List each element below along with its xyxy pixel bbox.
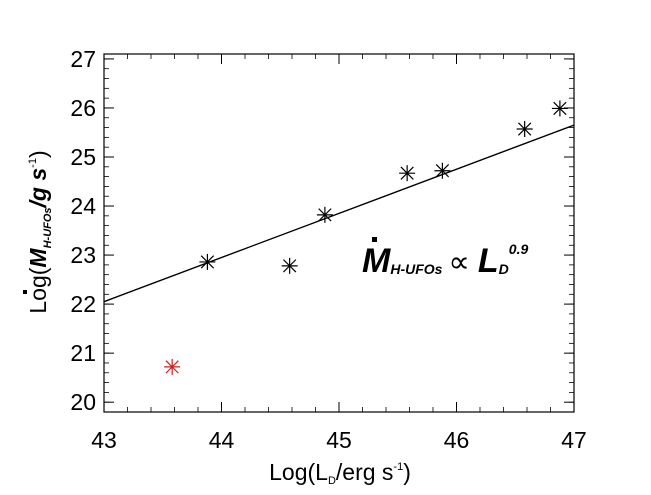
data-point [399,165,416,182]
data-point [316,206,333,223]
annotation-exponent: 0.9 [509,241,529,257]
data-point-stroke [282,259,297,273]
x-label-subscript: D [328,475,336,487]
data-point [164,358,181,375]
annotation-L-subscript: D [499,261,509,277]
major-ticks [103,54,575,412]
y-label-superscript: -1 [27,158,39,168]
x-tick-labels: 43 44 45 46 47 [91,427,587,453]
annotation-mdot-dot [372,237,377,242]
data-points [164,100,568,375]
fit-line [103,124,575,303]
y-tick-label: 20 [70,389,96,415]
data-point-stroke [318,208,332,222]
y-tick-label: 23 [70,242,96,268]
data-point-stroke [400,166,414,180]
data-point-stroke [517,122,532,136]
x-axis-label: Log(LD/erg s-1) [269,459,411,487]
y-tick-label: 21 [70,340,96,366]
y-label-middle: /g s [25,168,51,209]
y-label-subscript: H-UFOs [42,207,54,248]
plot-frame [103,53,575,413]
y-label-prefix: Log( [25,267,51,313]
data-point [434,162,451,179]
minor-ticks [103,54,575,413]
data-point-stroke [435,164,450,178]
y-tick-label: 26 [70,95,96,121]
y-axis-label: Log(MH-UFOs/g s-1) [25,150,54,313]
data-point [281,257,298,274]
x-tick-label: 45 [326,427,352,453]
annotation-text: MH-UFOs ∝ LD0.9 [362,241,528,280]
x-label-suffix: ) [403,459,411,485]
annotation-subscript: H-UFOs [390,261,442,277]
x-tick-label: 43 [91,427,117,453]
data-point-stroke [200,255,215,269]
data-point [516,121,533,138]
x-label-superscript: -1 [393,461,403,473]
y-label-suffix: ) [25,150,51,158]
data-point [551,100,568,117]
y-label-mdot-dot [23,290,27,294]
x-tick-label: 46 [444,427,470,453]
y-tick-label: 27 [70,46,96,72]
y-tick-label: 25 [70,144,96,170]
annotation-mdot: M [362,242,391,280]
annotation-L: L [478,242,499,280]
annotation-propto: ∝ [448,246,469,279]
data-point [199,253,216,270]
y-axis-label-group: Log(MH-UFOs/g s-1) [23,150,54,314]
y-label-mdot: M [25,248,51,268]
data-point-stroke [165,360,179,374]
x-label-prefix: Log(L [269,459,328,485]
x-label-middle: /erg s [336,459,394,485]
y-tick-label: 22 [70,291,96,317]
x-tick-label: 47 [561,427,587,453]
x-tick-label: 44 [209,427,235,453]
data-point-stroke [553,101,567,116]
scaling-annotation: MH-UFOs ∝ LD0.9 [362,237,528,280]
y-tick-labels: 20 21 22 23 24 25 26 27 [70,46,96,415]
y-tick-label: 24 [70,193,96,219]
